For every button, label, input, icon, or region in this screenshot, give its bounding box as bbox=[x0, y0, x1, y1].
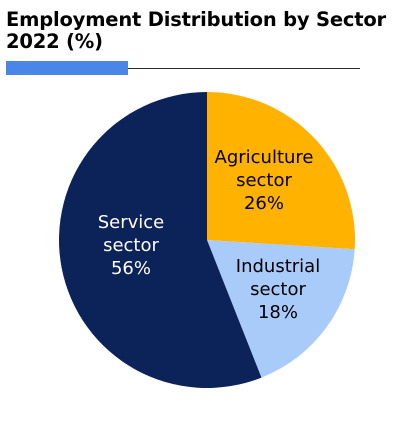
slice-value-label: 56% bbox=[111, 258, 151, 279]
slice-category-label: Industrial bbox=[236, 256, 320, 277]
slice-category-label: sector bbox=[250, 279, 306, 300]
slice-category-label: Service bbox=[98, 212, 165, 233]
slice-category-label: sector bbox=[103, 235, 159, 256]
chart-title-line1: Employment Distribution by Sector bbox=[6, 8, 386, 31]
pie-labels: Agriculture sector 26%Industrial sector 18%S… bbox=[98, 147, 320, 323]
slice-category-label: Agriculture bbox=[215, 147, 314, 168]
slice-value-label: 18% bbox=[258, 302, 298, 323]
slice-label-agriculture: Agriculture sector 26% bbox=[215, 147, 314, 214]
slice-value-label: 26% bbox=[244, 193, 284, 214]
slice-label-industrial: Industrial sector 18% bbox=[236, 256, 320, 323]
pie-slice-industrial bbox=[207, 240, 355, 378]
pie-slices bbox=[59, 92, 356, 389]
pie-slice-agriculture bbox=[207, 92, 356, 250]
title-underline-rule bbox=[128, 68, 360, 69]
chart-title: Employment Distribution by Sector 2022 (… bbox=[6, 9, 406, 53]
pie-slice-service bbox=[59, 92, 262, 389]
slice-category-label: sector bbox=[236, 170, 292, 191]
chart-title-line2: 2022 (%) bbox=[6, 30, 103, 53]
slice-label-service: Service sector 56% bbox=[98, 212, 165, 279]
title-accent-bar bbox=[6, 61, 128, 75]
